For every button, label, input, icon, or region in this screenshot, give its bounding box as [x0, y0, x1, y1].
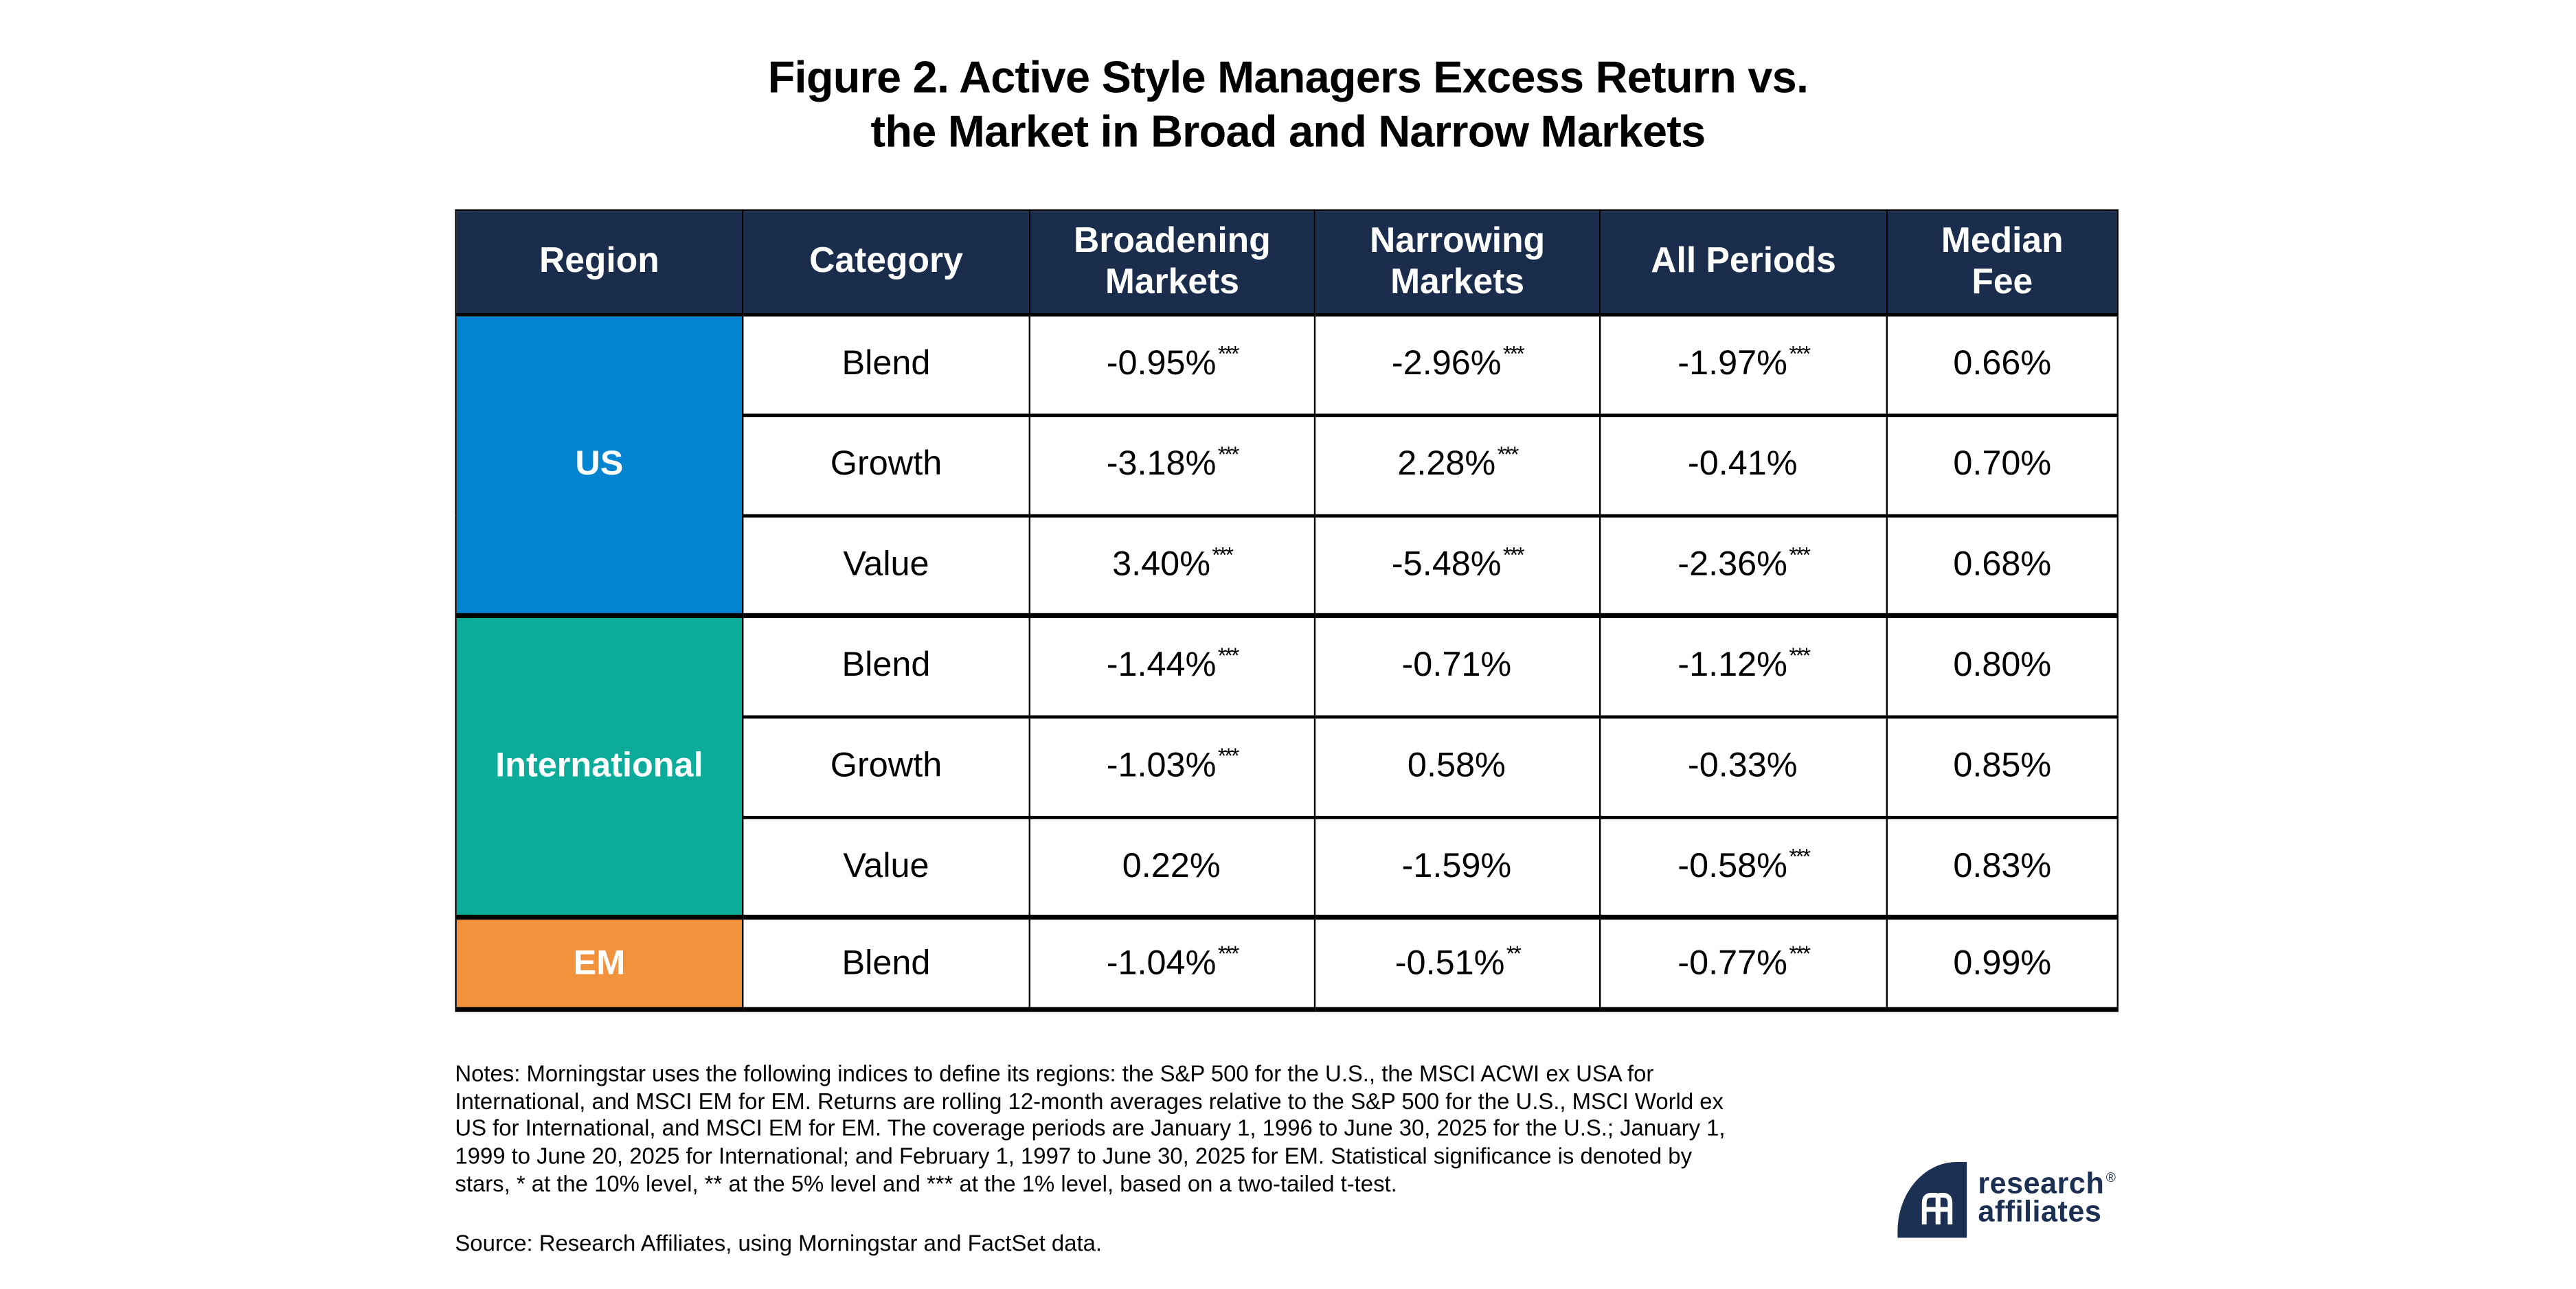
cell-em-blend-all-periods: -0.77% *** [1599, 916, 1888, 1012]
significance-stars: *** [1789, 341, 1811, 366]
notes-line: International, and MSCI EM for EM. Retur… [455, 1088, 1724, 1114]
cell-international-value-all-periods: -0.58% *** [1599, 816, 1888, 920]
col-header-narrowing-markets: Narrowing Markets [1313, 209, 1601, 316]
cell-international-growth-all-periods: -0.33% [1599, 715, 1888, 819]
cell-us-value-category: Value [742, 514, 1031, 619]
cell-us-value-all-periods: -2.36% *** [1599, 514, 1888, 619]
logo-line2: affiliates [1978, 1194, 2102, 1227]
row-international-growth: Growth -1.03% *** 0.58% -0.33% 0.85% [456, 715, 2119, 819]
significance-stars: *** [1217, 643, 1240, 668]
cell-us-blend-broadening: -0.95% *** [1028, 313, 1316, 417]
cell-em-blend-narrowing: -0.51% ** [1313, 916, 1601, 1012]
cell-international-value-broadening: 0.22% [1028, 816, 1316, 920]
figure-table: Region Category Broadening Markets Narro… [455, 209, 2119, 1012]
notes-line: Notes: Morningstar uses the following in… [455, 1061, 1654, 1086]
col-header-median-fee: Median Fee [1886, 209, 2119, 316]
row-us-growth: Growth -3.18% *** 2.28% *** -0.41% 0.70% [456, 413, 2119, 517]
significance-stars: *** [1503, 341, 1525, 366]
significance-stars: *** [1212, 542, 1234, 567]
row-international-value: Value 0.22% -1.59% -0.58% *** 0.83% [456, 816, 2119, 920]
cell-international-value-category: Value [742, 816, 1031, 920]
row-em-blend: EM Blend -1.04% *** -0.51% ** -0.77% *** 0.… [455, 916, 2119, 1012]
ra-monogram-icon [1921, 1193, 1952, 1225]
significance-stars: *** [1217, 940, 1240, 966]
cell-international-value-median-fee: 0.83% [1886, 816, 2119, 920]
significance-stars: *** [1217, 743, 1240, 768]
cell-us-growth-narrowing: 2.28% *** [1313, 413, 1601, 517]
figure-title-line1: Figure 2. Active Style Managers Excess R… [767, 52, 1809, 102]
cell-international-blend-median-fee: 0.80% [1886, 615, 2119, 718]
row-us-value: Value 3.40% *** -5.48% *** -2.36% *** 0.68% [456, 514, 2119, 619]
cell-international-blend-narrowing: -0.71% [1313, 615, 1601, 718]
cell-us-value-broadening: 3.40% *** [1028, 514, 1316, 619]
cell-us-growth-median-fee: 0.70% [1886, 413, 2119, 517]
cell-us-blend-median-fee: 0.66% [1886, 313, 2119, 417]
cell-us-growth-broadening: -3.18% *** [1028, 413, 1316, 517]
region-cell-em: EM [455, 916, 744, 1012]
cell-international-growth-broadening: -1.03% *** [1028, 715, 1316, 819]
cell-international-value-narrowing: -1.59% [1313, 816, 1601, 920]
notes-line: stars, * at the 10% level, ** at the 5% … [455, 1171, 1397, 1196]
col-header-all-periods: All Periods [1599, 209, 1888, 316]
logo-line1: research ® [1978, 1167, 2116, 1200]
cell-us-blend-category: Blend [742, 313, 1031, 417]
region-cell-us: US [455, 313, 744, 619]
significance-stars: ** [1506, 940, 1522, 966]
figure-title-line2: the Market in Broad and Narrow Markets [870, 107, 1706, 157]
notes-line: 1999 to June 20, 2025 for International;… [455, 1143, 1693, 1169]
significance-stars: *** [1789, 542, 1811, 567]
col-header-region: Region [455, 209, 744, 316]
cell-international-growth-narrowing: 0.58% [1313, 715, 1601, 819]
cell-international-blend-category: Blend [742, 615, 1031, 718]
significance-stars: *** [1503, 542, 1525, 567]
notes-line: US for International, and MSCI EM for EM… [455, 1116, 1726, 1141]
cell-em-blend-median-fee: 0.99% [1886, 916, 2119, 1012]
col-header-broadening-markets: Broadening Markets [1028, 209, 1316, 316]
significance-stars: *** [1789, 643, 1811, 668]
region-cell-international: International [455, 615, 744, 920]
row-us-blend: US Blend -0.95% *** -2.96% *** -1.97% *** 0… [455, 313, 2119, 619]
header-row: Region Category Broadening Markets Narro… [455, 209, 2119, 316]
significance-stars: *** [1497, 442, 1519, 467]
figure-title: Figure 2. Active Style Managers Excess R… [0, 51, 2576, 159]
ra-logo-mark [1897, 1162, 1967, 1238]
notes-text: Notes: Morningstar uses the following in… [455, 1062, 1725, 1199]
cell-em-blend-broadening: -1.04% *** [1028, 916, 1316, 1012]
significance-stars: *** [1217, 442, 1240, 467]
cell-us-growth-all-periods: -0.41% [1599, 413, 1888, 517]
cell-us-value-narrowing: -5.48% *** [1313, 514, 1601, 619]
cell-international-blend-broadening: -1.44% *** [1028, 615, 1316, 718]
cell-us-value-median-fee: 0.68% [1886, 514, 2119, 619]
cell-us-growth-category: Growth [742, 413, 1031, 517]
significance-stars: *** [1789, 940, 1811, 966]
cell-us-blend-all-periods: -1.97% *** [1599, 313, 1888, 417]
logo-text: research ® affiliates [1978, 1167, 2116, 1227]
cell-international-growth-median-fee: 0.85% [1886, 715, 2119, 819]
research-affiliates-logo: research ® affiliates [1897, 1162, 2116, 1238]
cell-international-blend-all-periods: -1.12% *** [1599, 615, 1888, 718]
cell-us-blend-narrowing: -2.96% *** [1313, 313, 1601, 417]
registered-trademark-icon: ® [2105, 1170, 2116, 1185]
significance-stars: *** [1217, 341, 1240, 366]
significance-stars: *** [1789, 843, 1811, 869]
source-text: Source: Research Affiliates, using Morni… [455, 1231, 1103, 1256]
col-header-category: Category [742, 209, 1031, 316]
cell-international-growth-category: Growth [742, 715, 1031, 819]
cell-em-blend-category: Blend [742, 916, 1031, 1012]
row-international-blend: International Blend -1.44% *** -0.71% -1.… [455, 615, 2119, 920]
